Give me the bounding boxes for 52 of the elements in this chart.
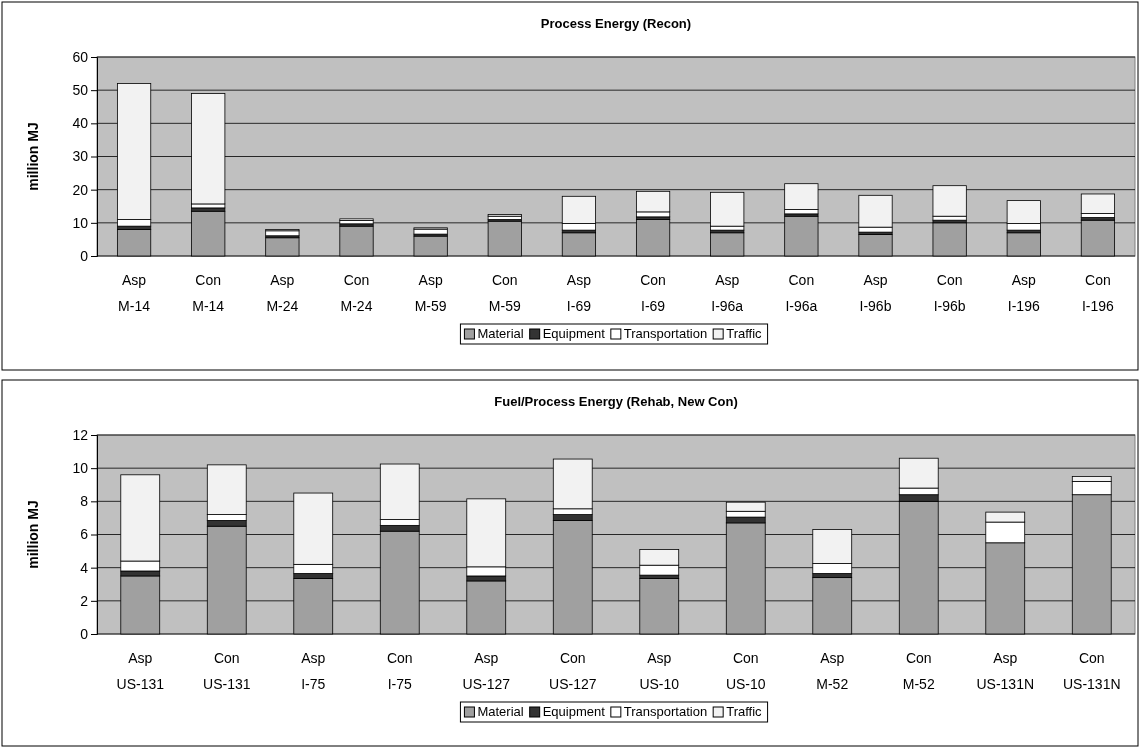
x-tick-label: Con US-10 bbox=[725, 650, 766, 692]
chart-title: Fuel/Process Energy (Rehab, New Con) bbox=[494, 394, 738, 409]
y-tick-label: 0 bbox=[80, 625, 89, 642]
y-tick-label: 20 bbox=[72, 181, 89, 198]
x-tick-label: Asp M-52 bbox=[816, 650, 849, 692]
x-tick-label: Con US-131 bbox=[203, 650, 251, 692]
legend-label: Equipment bbox=[542, 326, 606, 341]
legend-label: Traffic bbox=[726, 704, 763, 719]
y-axis-title: million MJ bbox=[25, 122, 41, 191]
legend-label: Traffic bbox=[726, 326, 763, 341]
x-tick-label: Con M-59 bbox=[488, 272, 521, 314]
y-tick-label: 2 bbox=[80, 592, 89, 609]
x-tick-label: Con I-96b bbox=[933, 272, 966, 314]
legend-label: Material bbox=[477, 326, 524, 341]
y-axis-title: million MJ bbox=[25, 500, 41, 569]
y-tick-label: 6 bbox=[80, 526, 89, 543]
y-tick-label: 10 bbox=[72, 214, 89, 231]
x-tick-label: Asp M-59 bbox=[414, 272, 447, 314]
x-tick-label: Con US-127 bbox=[549, 650, 597, 692]
legend-label: Material bbox=[477, 704, 524, 719]
legend-label: Transportation bbox=[623, 326, 708, 341]
x-tick-label: Asp I-69 bbox=[566, 272, 592, 314]
legend-label: Transportation bbox=[623, 704, 708, 719]
x-tick-label: Asp US-131N bbox=[976, 650, 1035, 692]
x-tick-label: Con I-96a bbox=[785, 272, 818, 314]
legend-label: Equipment bbox=[542, 704, 606, 719]
y-tick-label: 8 bbox=[80, 493, 89, 510]
y-tick-label: 12 bbox=[72, 426, 89, 443]
x-tick-label: Asp US-127 bbox=[462, 650, 511, 692]
x-tick-label: Asp US-10 bbox=[639, 650, 680, 692]
x-tick-label: Con I-75 bbox=[386, 650, 413, 692]
x-tick-label: Con US-131N bbox=[1062, 650, 1121, 692]
x-tick-label: Con M-24 bbox=[340, 272, 373, 314]
y-tick-label: 4 bbox=[80, 559, 89, 576]
y-tick-label: 30 bbox=[72, 148, 89, 165]
x-tick-label: Con I-69 bbox=[640, 272, 666, 314]
chart-title: Process Energy (Recon) bbox=[540, 16, 692, 31]
y-tick-label: 40 bbox=[72, 115, 89, 132]
x-tick-label: Con I-196 bbox=[1081, 272, 1115, 314]
y-tick-label: 10 bbox=[72, 460, 89, 477]
x-tick-label: Asp I-96b bbox=[859, 272, 892, 314]
y-tick-label: 50 bbox=[72, 82, 89, 99]
x-tick-label: Con M-52 bbox=[902, 650, 935, 692]
x-tick-label: Asp US-131 bbox=[116, 650, 165, 692]
x-tick-label: Asp I-75 bbox=[301, 650, 326, 692]
x-tick-label: Con M-14 bbox=[192, 272, 225, 314]
y-tick-label: 60 bbox=[72, 48, 89, 65]
x-tick-label: Asp M-14 bbox=[118, 272, 151, 314]
x-tick-label: Asp I-196 bbox=[1007, 272, 1040, 314]
y-tick-label: 0 bbox=[80, 247, 89, 264]
x-tick-label: Asp M-24 bbox=[266, 272, 299, 314]
x-tick-label: Asp I-96a bbox=[711, 272, 744, 314]
